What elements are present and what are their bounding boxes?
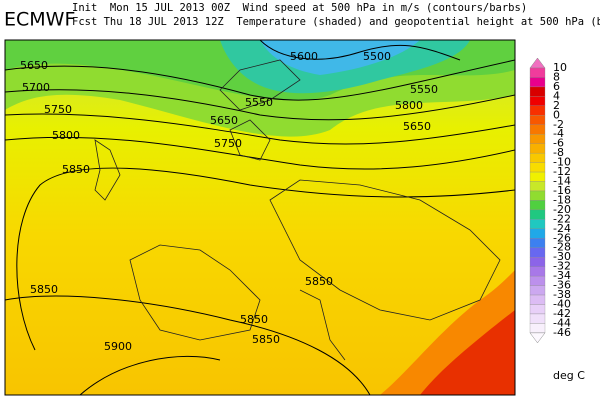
contour-label: 5700 [22, 81, 50, 94]
colorbar-label: -2 [553, 118, 564, 131]
colorbar-swatch [529, 171, 546, 182]
colorbar-label: -44 [553, 316, 571, 329]
colorbar-swatch [529, 77, 546, 88]
contour-label: 5600 [290, 50, 318, 63]
contour-label: 5850 [252, 333, 280, 346]
contour-label: 5800 [395, 99, 423, 112]
colorbar-label: -46 [553, 326, 571, 339]
colorbar-label: -18 [553, 193, 571, 206]
colorbar-label: -12 [553, 165, 571, 178]
colorbar-swatch [529, 143, 546, 154]
colorbar-swatch [529, 162, 546, 173]
colorbar-swatch [529, 266, 546, 277]
colorbar-label: -24 [553, 222, 571, 235]
colorbar-label: -34 [553, 269, 571, 282]
contour-label: 5650 [20, 59, 48, 72]
colorbar-cap [529, 57, 546, 69]
colorbar-swatch [529, 294, 546, 305]
contour-label: 5800 [52, 129, 80, 142]
colorbar-label: -28 [553, 241, 571, 254]
colorbar-label: -8 [553, 146, 564, 159]
colorbar-label: 6 [553, 80, 560, 93]
colorbar-label: -26 [553, 231, 571, 244]
colorbar-label: -40 [553, 298, 571, 311]
warm-zone [420, 310, 515, 395]
colorbar-unit: deg C [553, 369, 585, 382]
contour-label: 5550 [245, 96, 273, 109]
contour-labels: 5650 5700 5750 5800 5850 5600 5500 5550 5650 5750… [20, 50, 438, 353]
colorbar-swatch [529, 275, 546, 286]
contour-label: 5500 [363, 50, 391, 63]
colorbar: 1086420-2-4-6-8-10-12-14-16-18-20-22-24-… [529, 57, 571, 344]
init-line: Init Mon 15 JUL 2013 00Z Wind speed at 5… [72, 2, 527, 14]
colorbar-swatch [529, 285, 546, 296]
colorbar-label: -6 [553, 137, 564, 150]
colorbar-label: -42 [553, 307, 571, 320]
colorbar-swatch [529, 219, 546, 229]
contour-label: 5850 [305, 275, 333, 288]
colorbar-label: 0 [553, 108, 560, 121]
colorbar-label: -30 [553, 250, 571, 263]
colorbar-swatch [529, 323, 546, 334]
colorbar-swatch [529, 67, 546, 78]
contour-label: 5750 [44, 103, 72, 116]
colorbar-swatch [529, 96, 546, 106]
map-frame [4, 39, 516, 396]
colorbar-label: 10 [553, 61, 567, 74]
colorbar-label: -10 [553, 156, 571, 169]
colorbar-label: -22 [553, 212, 571, 225]
logo: ECMWF [4, 9, 75, 31]
fcst-line: Fcst Thu 18 JUL 2013 12Z Temperature (sh… [72, 16, 600, 28]
colorbar-swatch [529, 181, 546, 192]
contour-label: 5850 [240, 313, 268, 326]
coastlines [94, 59, 501, 361]
colorbar-label: -32 [553, 260, 571, 273]
contour-label: 5850 [30, 283, 58, 296]
colorbar-swatch [529, 200, 546, 211]
colorbar-swatch [529, 190, 546, 201]
colorbar-swatch [529, 134, 546, 144]
colorbar-label: 4 [553, 89, 560, 102]
colorbar-swatch [529, 209, 546, 220]
colorbar-swatch [529, 257, 546, 267]
contour-label: 5650 [210, 114, 238, 127]
colorbar-swatch [529, 247, 546, 258]
colorbar-swatch [529, 304, 546, 315]
colorbar-label: -36 [553, 279, 571, 292]
colorbar-swatch [529, 86, 546, 97]
colorbar-label: -14 [553, 175, 571, 188]
height-contours [5, 40, 515, 395]
colorbar-swatch [529, 115, 546, 125]
colorbar-swatch [529, 124, 546, 135]
colorbar-swatch [529, 228, 546, 239]
colorbar-label: 8 [553, 70, 560, 83]
colorbar-label: -20 [553, 203, 571, 216]
colorbar-label: -4 [553, 127, 564, 140]
colorbar-swatch [529, 313, 546, 324]
contour-label: 5750 [214, 137, 242, 150]
map [5, 40, 515, 395]
colorbar-label: 2 [553, 99, 560, 112]
contour-label: 5550 [410, 83, 438, 96]
colorbar-cap [529, 332, 546, 344]
contour-label: 5900 [104, 340, 132, 353]
colorbar-swatch [529, 238, 546, 248]
colorbar-label: -38 [553, 288, 571, 301]
colorbar-swatch [529, 105, 546, 116]
contour-label: 5650 [403, 120, 431, 133]
colorbar-label: -16 [553, 184, 571, 197]
contour-label: 5850 [62, 163, 90, 176]
colorbar-swatch [529, 152, 546, 163]
